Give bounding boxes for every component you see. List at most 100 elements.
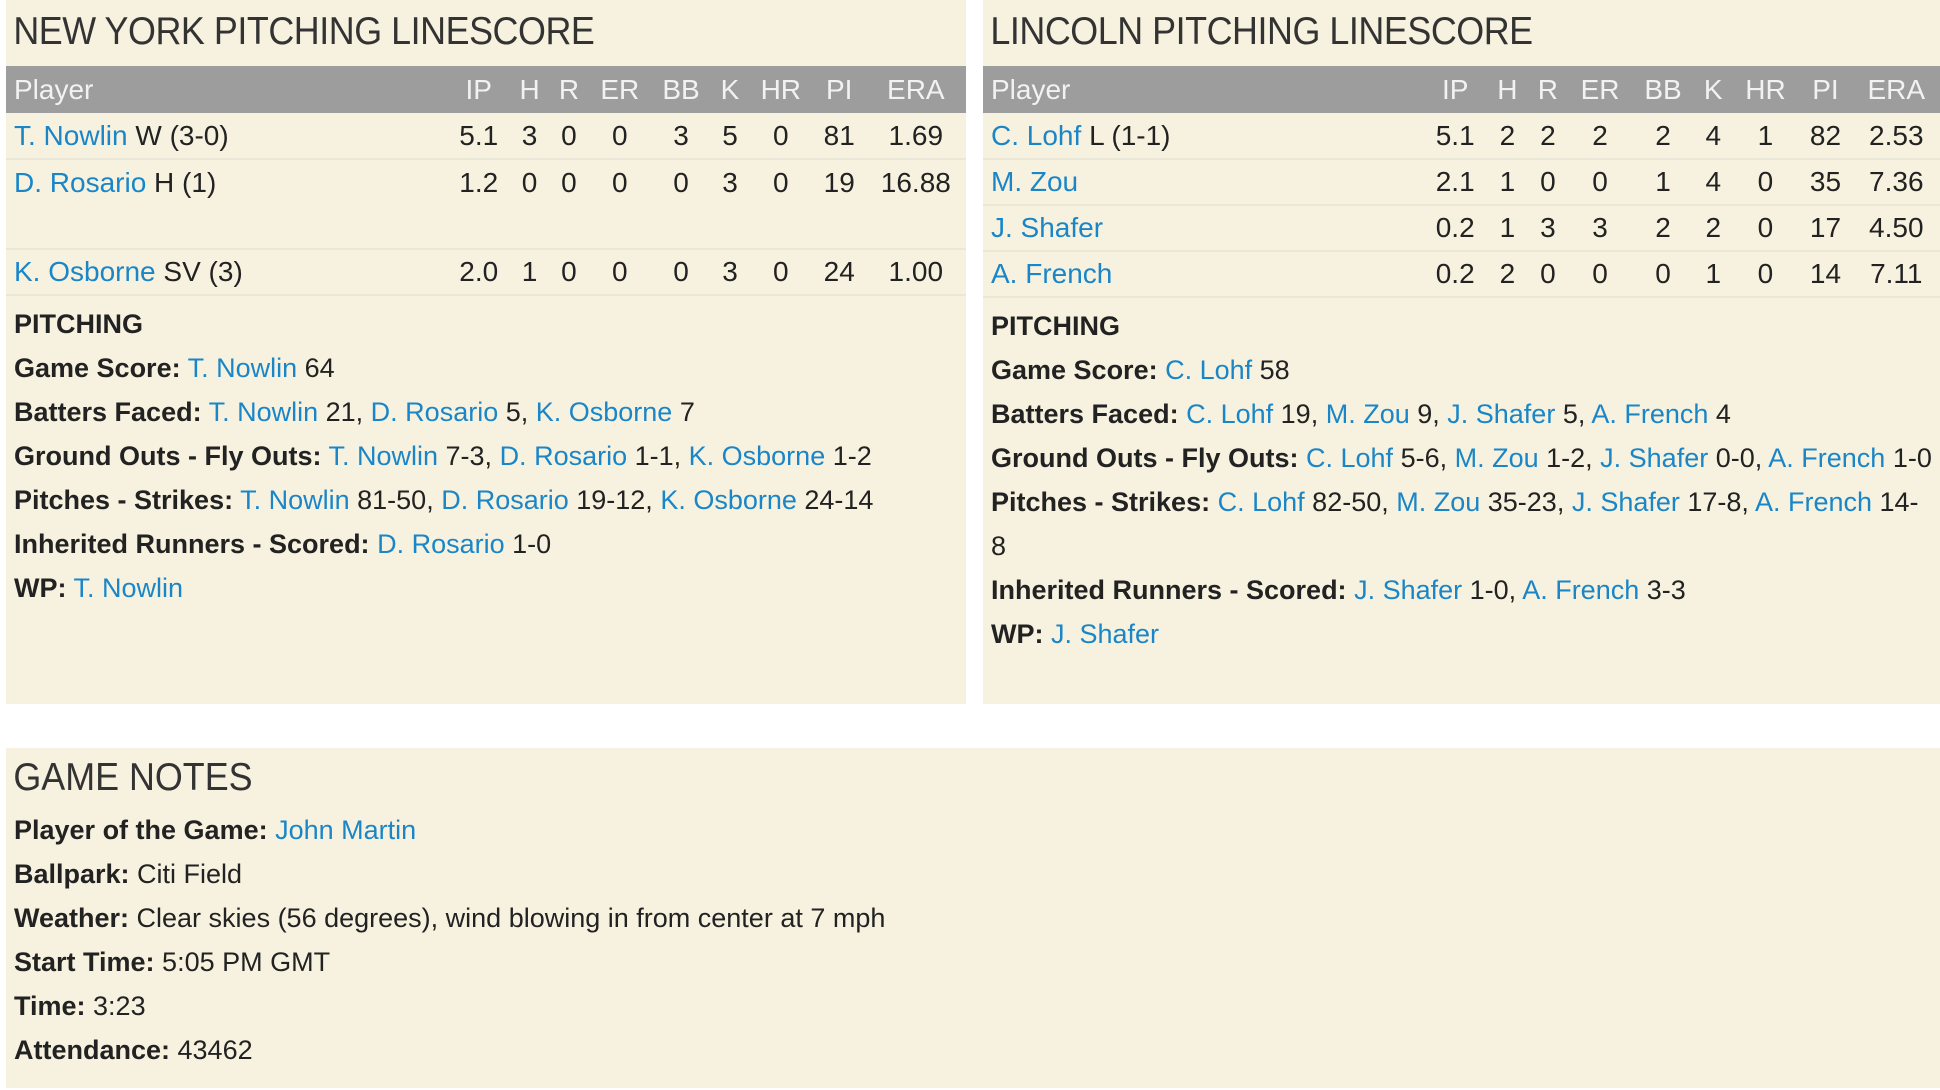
pitching-stat-line: Inherited Runners - Scored: J. Shafer 1-…: [991, 568, 1932, 612]
stat-era: 1.69: [865, 113, 966, 160]
player-link[interactable]: J. Shafer: [1447, 399, 1556, 429]
player-link[interactable]: J. Shafer: [991, 212, 1104, 243]
player-link[interactable]: M. Zou: [991, 166, 1079, 197]
player-cell: K. Osborne SV (3): [6, 249, 448, 296]
stat-bb: 2: [1632, 205, 1694, 252]
stat-pi: 14: [1798, 251, 1853, 298]
pitching-section: PITCHING Game Score: T. Nowlin 64 Batters…: [6, 296, 966, 616]
note-value: Clear skies (56 degrees), wind blowing i…: [129, 903, 886, 933]
player-link[interactable]: D. Rosario: [441, 485, 569, 515]
player-link[interactable]: M. Zou: [1454, 443, 1539, 473]
note-label: Time:: [14, 991, 86, 1021]
stat-r: 0: [549, 113, 589, 160]
player-link[interactable]: C. Lohf: [991, 119, 1082, 151]
game-notes-panel: GAME NOTES Player of the Game: John Mart…: [6, 748, 1940, 1088]
player-link[interactable]: A. French: [1591, 399, 1709, 429]
player-link[interactable]: T. Nowlin: [208, 397, 319, 427]
player-link[interactable]: A. French: [1522, 575, 1640, 605]
player-link[interactable]: C. Lohf: [1306, 443, 1394, 473]
pitching-section: PITCHING Game Score: C. Lohf 58 Batters F…: [983, 298, 1940, 662]
player-link[interactable]: K. Osborne: [535, 397, 673, 427]
stat-er: 0: [588, 113, 651, 160]
stat-h: 2: [1487, 251, 1528, 298]
player-link[interactable]: T. Nowlin: [14, 119, 128, 151]
player-link[interactable]: T. Nowlin: [187, 353, 298, 383]
stat-ip: 5.1: [447, 113, 510, 160]
stat-value: 81-50,: [349, 485, 442, 515]
player-link[interactable]: D. Rosario: [499, 441, 628, 471]
player-link[interactable]: D. Rosario: [370, 397, 499, 427]
stat-label: Ground Outs - Fly Outs:: [14, 441, 322, 471]
note-item: Time: 3:23: [14, 984, 1932, 1028]
stat-value: 17-8,: [1679, 487, 1755, 517]
player-link[interactable]: John Martin: [275, 815, 417, 845]
note-value: 3:23: [85, 991, 146, 1021]
player-link[interactable]: T. Nowlin: [73, 573, 184, 603]
note-label: Attendance:: [14, 1035, 171, 1065]
player-link[interactable]: M. Zou: [1396, 487, 1481, 517]
player-cell: D. Rosario H (1): [6, 159, 448, 205]
stat-value: 0-0,: [1708, 443, 1769, 473]
player-link[interactable]: J. Shafer: [1051, 619, 1160, 649]
stat-value: 1-2: [825, 441, 872, 471]
player-link[interactable]: T. Nowlin: [240, 485, 350, 515]
stat-pi: 24: [812, 249, 866, 296]
pitching-table: Player IP H R ER BB K HR PI ERA C. Lohf L (1-1) 5.1…: [983, 66, 1940, 298]
player-link[interactable]: A. French: [1754, 487, 1872, 517]
note-label: Start Time:: [14, 947, 155, 977]
panel-title: LINCOLN PITCHING LINESCORE: [990, 10, 1533, 53]
note-item: Attendance: 43462: [14, 1028, 1932, 1072]
stat-hr: 0: [1732, 159, 1799, 206]
stat-label: Pitches - Strikes:: [991, 487, 1211, 517]
player-link[interactable]: M. Zou: [1325, 399, 1410, 429]
section-title: PITCHING: [14, 309, 144, 339]
stat-value: 3-3: [1639, 575, 1686, 605]
stat-hr: 1: [1732, 113, 1799, 160]
column-header-h: H: [509, 66, 550, 113]
stat-label: Inherited Runners - Scored:: [991, 575, 1347, 605]
player-link[interactable]: K. Osborne: [660, 485, 797, 515]
stat-ip: 2.1: [1423, 159, 1488, 206]
stat-h: 3: [509, 113, 550, 160]
player-link[interactable]: A. French: [1768, 443, 1886, 473]
player-link[interactable]: C. Lohf: [1186, 399, 1274, 429]
stat-ip: 0.2: [1423, 205, 1488, 252]
table-row: T. Nowlin W (3-0) 5.1 3 0 0 3 5 0 81 1.69: [6, 113, 966, 160]
player-link[interactable]: C. Lohf: [1165, 355, 1253, 385]
stat-value: 82-50,: [1304, 487, 1397, 517]
player-cell: J. Shafer: [983, 205, 1424, 252]
player-link[interactable]: T. Nowlin: [328, 441, 439, 471]
player-link[interactable]: D. Rosario: [377, 529, 505, 559]
player-link[interactable]: J. Shafer: [1600, 443, 1709, 473]
stat-value: 1-1,: [627, 441, 689, 471]
stat-bb: 2: [1632, 113, 1694, 160]
pitching-stat-line: Batters Faced: C. Lohf 19, M. Zou 9, J. …: [991, 392, 1932, 436]
player-link[interactable]: K. Osborne: [14, 256, 156, 287]
player-link[interactable]: A. French: [991, 258, 1113, 289]
stat-label: Ground Outs - Fly Outs:: [991, 443, 1299, 473]
stat-era: 7.36: [1852, 159, 1940, 206]
note-item: Weather: Clear skies (56 degrees), wind …: [14, 896, 1932, 940]
player-link[interactable]: J. Shafer: [1571, 487, 1680, 517]
stat-er: 0: [1568, 251, 1633, 298]
decision: H (1): [154, 166, 217, 198]
stat-ip: 2.0: [447, 249, 510, 296]
column-header-era: ERA: [1852, 66, 1940, 113]
column-header-hr: HR: [1732, 66, 1799, 113]
stat-label: Pitches - Strikes:: [14, 485, 234, 515]
table-row: K. Osborne SV (3) 2.0 1 0 0 0 3 0 24 1.00: [6, 249, 966, 296]
note-label: Ballpark:: [14, 859, 130, 889]
player-cell: T. Nowlin W (3-0): [6, 113, 448, 160]
player-link[interactable]: D. Rosario: [14, 166, 147, 198]
column-header-h: H: [1487, 66, 1528, 113]
player-cell: M. Zou: [983, 159, 1424, 206]
column-header-er: ER: [588, 66, 651, 113]
stat-k: 5: [711, 113, 749, 160]
pitching-stat-line: Game Score: C. Lohf 58: [991, 348, 1932, 392]
note-item: Start Time: 5:05 PM GMT: [14, 940, 1932, 984]
stat-label: Batters Faced:: [14, 397, 202, 427]
pitching-stat-line: Pitches - Strikes: C. Lohf 82-50, M. Zou…: [991, 480, 1932, 568]
player-link[interactable]: J. Shafer: [1354, 575, 1463, 605]
player-link[interactable]: C. Lohf: [1217, 487, 1305, 517]
player-link[interactable]: K. Osborne: [688, 441, 826, 471]
